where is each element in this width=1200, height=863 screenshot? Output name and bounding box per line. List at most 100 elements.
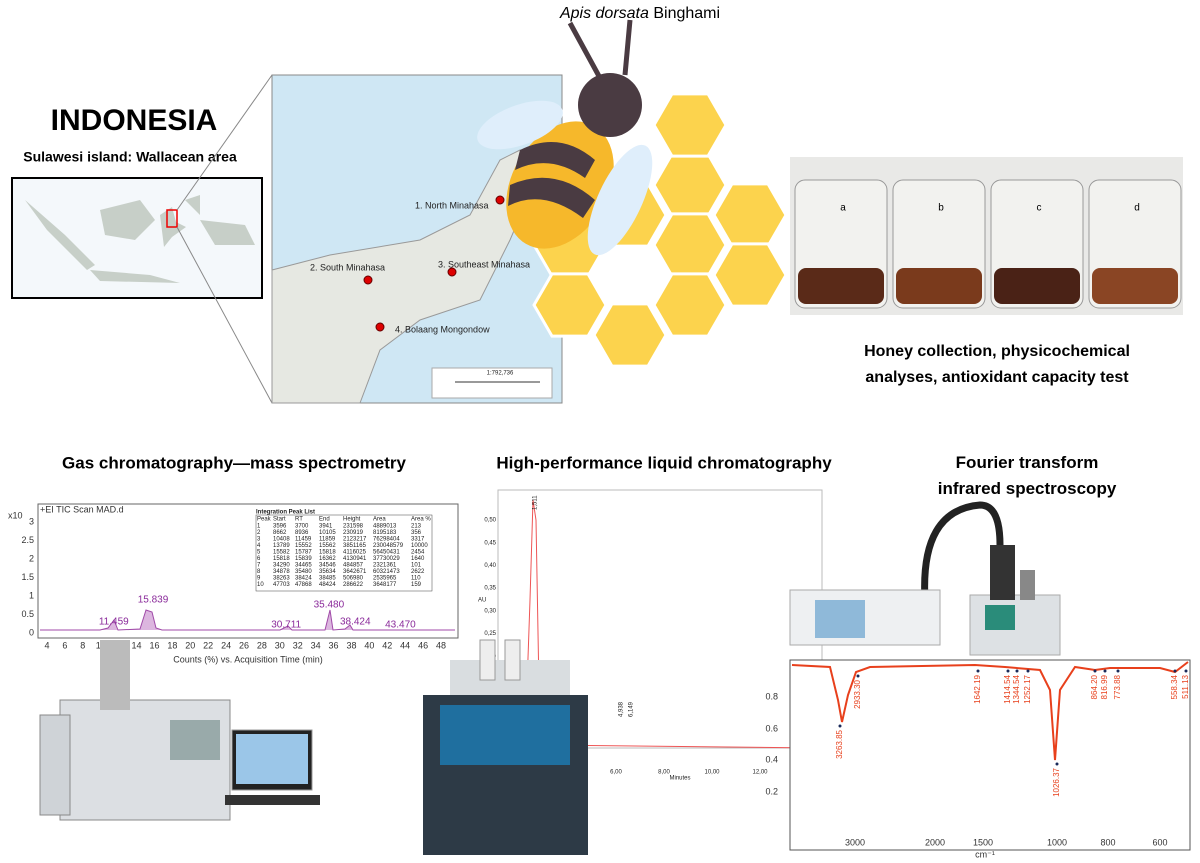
- x-axis-label: cm⁻¹: [975, 849, 995, 858]
- table-cell: 56450431: [373, 550, 400, 556]
- y-tick-label: 0,45: [484, 540, 496, 546]
- x-tick-label: 44: [400, 640, 410, 650]
- table-cell: 8195183: [373, 530, 397, 536]
- peak-marker: [856, 674, 860, 678]
- table-cell: 3648177: [373, 582, 397, 588]
- x-axis-label: Counts (%) vs. Acquisition Time (min): [173, 654, 323, 664]
- peak-label: 3263.85: [835, 729, 844, 758]
- table-cell: 15562: [319, 543, 336, 549]
- y-tick-label: 0,30: [484, 608, 496, 614]
- x-tick-label: 40: [364, 640, 374, 650]
- table-title: Integration Peak List: [256, 510, 315, 516]
- site-dot: [447, 267, 457, 277]
- ftir-heading: Fourier transform infrared spectroscopy: [938, 453, 1117, 498]
- peak-marker: [1055, 762, 1059, 766]
- y-tick-label: 0.2: [765, 786, 778, 796]
- hexagon: [652, 152, 728, 218]
- site-label: 4. Bolaang Mongondow: [395, 324, 490, 334]
- table-cell: 3317: [411, 537, 425, 543]
- peak-label: 773.88: [1113, 674, 1122, 699]
- table-cell: 11459: [295, 537, 312, 543]
- table-cell: 35634: [319, 569, 336, 575]
- peak-label: 38.424: [340, 617, 371, 628]
- hexagon: [712, 242, 788, 308]
- x-tick-label: 3000: [845, 837, 865, 847]
- x-tick-label: 38: [346, 640, 356, 650]
- peak-label: 1414.54: [1003, 674, 1012, 703]
- country: INDONESIA: [51, 104, 218, 137]
- table-border: [255, 514, 433, 592]
- text-line: analyses, antioxidant capacity test: [865, 369, 1129, 386]
- x-tick-label: 1500: [973, 837, 993, 847]
- peak-label: 1,511: [533, 495, 539, 510]
- jars: a b c d: [794, 179, 1182, 309]
- x-axis-label: Minutes: [669, 776, 690, 782]
- site-label: 1. North Minahasa: [415, 200, 489, 210]
- gc-instrument: [39, 640, 320, 821]
- x-tick-label: 6,00: [610, 770, 622, 776]
- honey: [798, 268, 884, 304]
- hexagon: [652, 92, 728, 158]
- table-cell: 15787: [295, 550, 312, 556]
- table-cell: 15552: [295, 543, 312, 549]
- table-cell: 16362: [319, 556, 336, 562]
- country-subtitle: Sulawesi island: Wallacean area: [23, 149, 237, 165]
- x-tick-label: 36: [329, 640, 339, 650]
- table-cell: 34465: [295, 563, 312, 569]
- x-tick-label: 24: [221, 640, 231, 650]
- peak-marker: [1103, 669, 1107, 673]
- x-tick-label: 4: [44, 640, 49, 650]
- table-cell: 5: [257, 550, 261, 556]
- x-tick-label: 42: [382, 640, 392, 650]
- table-cell: 506980: [343, 576, 364, 582]
- y-tick-label: 0: [29, 627, 34, 637]
- table-cell: 47703: [273, 582, 290, 588]
- table-cell: 4130941: [343, 556, 367, 562]
- table-cell: 4: [257, 543, 261, 549]
- bee: [477, 19, 653, 256]
- hexagon: [652, 212, 728, 278]
- table-cell: 34290: [273, 563, 290, 569]
- honey-caption: Honey collection, physicochemical analyse…: [864, 343, 1130, 386]
- sites: 1. North Minahasa 2. South Minahasa 3. Sou…: [310, 195, 530, 334]
- table-cell: 2454: [411, 550, 425, 556]
- peak-label: 1344.54: [1012, 674, 1021, 703]
- zoom-line: [176, 74, 273, 211]
- hexagon: [592, 302, 668, 368]
- x-tick-label: 46: [418, 640, 428, 650]
- table-cell: 2: [257, 530, 261, 536]
- site-dot: [375, 322, 385, 332]
- peak-label: 6,149: [629, 701, 635, 717]
- ftir-chart: cm⁻¹ 0.2 0.4 0.6 0.8 3000 2000 1500 1000 800 600 3…: [765, 659, 1191, 859]
- jar-label: d: [1134, 203, 1140, 214]
- table-cell: 60321473: [373, 569, 400, 575]
- site-dot: [495, 195, 505, 205]
- table-cell: 13789: [273, 543, 290, 549]
- x-tick-label: 6: [62, 640, 67, 650]
- x-tick-label: 1000: [1047, 837, 1067, 847]
- x-tick-label: 16: [149, 640, 159, 650]
- y-axis-label: AU: [478, 598, 486, 604]
- x-tick-label: 10,00: [704, 770, 720, 776]
- table-cell: 231598: [343, 524, 364, 530]
- x-tick-label: 32: [293, 640, 303, 650]
- table-cell: 3700: [295, 524, 309, 530]
- site-label: 2. South Minahasa: [310, 262, 385, 272]
- x-tick-label: 8: [80, 640, 85, 650]
- species-title: Apis dorsata Binghami: [559, 5, 720, 22]
- inset-highlight: [166, 209, 178, 228]
- site-label: 3. Southeast Minahasa: [438, 259, 530, 269]
- peak-label: 864.20: [1090, 674, 1099, 699]
- y-multiplier: x10: [8, 510, 23, 520]
- table-cell: 76298404: [373, 537, 400, 543]
- x-tick-label: 600: [1152, 837, 1167, 847]
- x-tick-label: 28: [257, 640, 267, 650]
- y-tick-label: 2: [29, 553, 34, 563]
- peak-label: 11.459: [99, 617, 129, 628]
- table-cell: 15582: [273, 550, 290, 556]
- table-cell: End: [319, 517, 330, 523]
- y-tick-label: 0.8: [765, 691, 778, 701]
- peak-label: 816.99: [1100, 674, 1109, 699]
- jar-label: a: [840, 203, 846, 214]
